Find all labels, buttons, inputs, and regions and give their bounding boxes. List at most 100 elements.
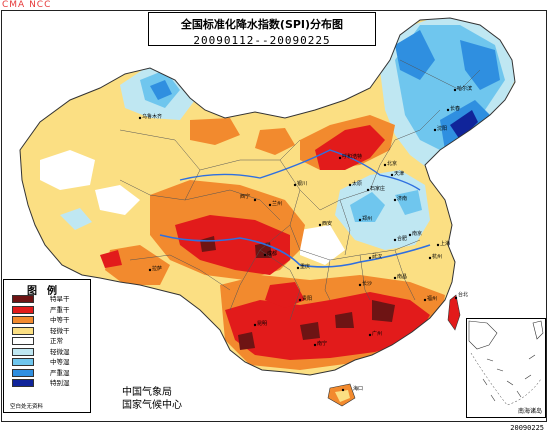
agency-line-2: 国家气候中心	[122, 400, 182, 411]
svg-text:西安: 西安	[322, 220, 332, 227]
legend-row: 严重湿	[4, 368, 90, 379]
legend-label: 严重干	[50, 305, 70, 314]
legend-label: 特别湿	[50, 379, 70, 387]
city-chongqing: 重庆	[296, 263, 310, 270]
taiwan-island	[447, 294, 461, 331]
legend-label: 正常	[50, 337, 63, 345]
city-lhasa: 拉萨	[148, 265, 162, 272]
svg-text:海口: 海口	[353, 385, 363, 392]
inset-map	[468, 320, 544, 406]
legend-swatch	[12, 295, 34, 303]
legend-row: 特别湿	[4, 378, 90, 389]
hainan-island-inner	[335, 390, 350, 402]
city-guiyang: 贵阳	[298, 295, 312, 302]
legend-row: 中等干	[4, 315, 90, 326]
svg-text:长春: 长春	[450, 105, 460, 112]
svg-text:银川: 银川	[297, 180, 307, 187]
legend-row: 轻微干	[4, 326, 90, 337]
city-fuzhou: 福州	[423, 295, 437, 302]
city-zhengzhou: 郑州	[358, 215, 372, 222]
city-taiyuan: 太原	[348, 180, 362, 187]
svg-text:沈阳: 沈阳	[437, 125, 447, 132]
svg-text:济南: 济南	[397, 195, 407, 202]
city-xian: 西安	[318, 220, 332, 227]
city-kunming: 昆明	[253, 321, 267, 327]
legend-label: 轻微湿	[50, 347, 70, 356]
legend-label: 轻微干	[50, 326, 70, 335]
city-layer: 乌鲁木齐 哈尔滨 长春 沈阳 呼和浩特 北京 天津 太原 石家庄 济南 银川 兰…	[138, 85, 472, 392]
city-hohhot: 呼和浩特	[338, 153, 362, 160]
city-changsha: 长沙	[358, 280, 372, 287]
city-nanchang: 南昌	[393, 273, 407, 280]
map-date-range: 20090112--20090225	[193, 34, 331, 47]
south-china-sea-inset: 南海诸岛	[466, 318, 546, 418]
city-chengdu: 成都	[263, 250, 277, 257]
legend-row: 特旱干	[4, 294, 90, 305]
legend-swatch	[12, 358, 34, 366]
inset-label: 南海诸岛	[517, 408, 542, 415]
legend-row: 轻微湿	[4, 347, 90, 358]
svg-text:南宁: 南宁	[317, 340, 327, 347]
svg-text:南京: 南京	[412, 230, 422, 237]
legend-note: 空白处无资料	[10, 404, 44, 410]
svg-text:拉萨: 拉萨	[152, 265, 162, 272]
legend-row: 严重干	[4, 305, 90, 316]
city-changchun: 长春	[446, 105, 460, 112]
legend-label: 严重湿	[50, 368, 70, 377]
svg-text:北京: 北京	[387, 160, 397, 167]
legend-title: 图例	[27, 286, 67, 297]
legend-swatch	[12, 326, 34, 335]
city-hefei: 合肥	[393, 235, 407, 242]
svg-text:贵阳: 贵阳	[302, 295, 312, 302]
legend-swatch	[12, 316, 34, 324]
province-boundaries	[119, 59, 481, 321]
legend-swatch	[12, 347, 34, 356]
svg-text:重庆: 重庆	[300, 263, 310, 270]
agency-credit: 中国气象局 国家气候中心	[122, 386, 182, 412]
legend-label: 中等干	[50, 316, 70, 324]
city-taipei: 台北	[454, 291, 468, 300]
legend-label: 中等湿	[50, 358, 70, 366]
legend-swatch	[12, 337, 34, 345]
svg-text:杭州: 杭州	[432, 253, 442, 260]
svg-text:石家庄: 石家庄	[370, 185, 385, 192]
city-yinchuan: 银川	[293, 180, 307, 187]
date-stamp: 20090225	[510, 424, 544, 432]
svg-text:成都: 成都	[267, 250, 277, 257]
svg-text:昆明: 昆明	[257, 321, 267, 327]
city-shenyang: 沈阳	[433, 125, 447, 132]
city-hangzhou: 杭州	[428, 253, 442, 260]
city-shijiazhuang: 石家庄	[366, 185, 385, 192]
svg-text:乌鲁木齐: 乌鲁木齐	[142, 113, 162, 120]
legend-swatch	[12, 379, 34, 387]
legend-swatch	[12, 305, 34, 314]
city-xining: 西宁	[240, 193, 257, 202]
city-beijing: 北京	[383, 160, 397, 167]
svg-text:郑州: 郑州	[362, 215, 372, 222]
svg-text:合肥: 合肥	[397, 235, 407, 242]
map-title-box: 全国标准化降水指数(SPI)分布图 20090112--20090225	[148, 12, 376, 47]
svg-text:广州: 广州	[372, 330, 382, 337]
city-guangzhou: 广州	[368, 330, 382, 337]
city-lanzhou: 兰州	[268, 200, 282, 207]
legend-row: 中等湿	[4, 357, 90, 368]
svg-text:上海: 上海	[440, 240, 450, 247]
svg-text:西宁: 西宁	[240, 193, 250, 200]
svg-text:太原: 太原	[352, 180, 362, 187]
svg-text:台北: 台北	[458, 291, 468, 298]
city-wuhan: 武汉	[368, 253, 382, 260]
svg-text:呼和浩特: 呼和浩特	[342, 153, 362, 160]
legend: 图例 特旱干 严重干 中等干 轻微干 正常 轻微湿 中等湿 严重湿 特别湿 空白…	[3, 279, 91, 413]
city-tianjin: 天津	[390, 170, 404, 177]
legend-swatch	[12, 368, 34, 377]
china-outline	[19, 17, 516, 376]
city-urumqi: 乌鲁木齐	[138, 113, 162, 120]
svg-text:天津: 天津	[394, 170, 404, 177]
city-haikou: 海口	[341, 385, 363, 392]
city-shanghai: 上海	[436, 240, 450, 247]
svg-text:南昌: 南昌	[397, 273, 407, 280]
agency-line-1: 中国气象局	[122, 387, 172, 398]
svg-text:福州: 福州	[427, 295, 437, 302]
city-jinan: 济南	[393, 195, 407, 202]
legend-row: 正常	[4, 336, 90, 347]
